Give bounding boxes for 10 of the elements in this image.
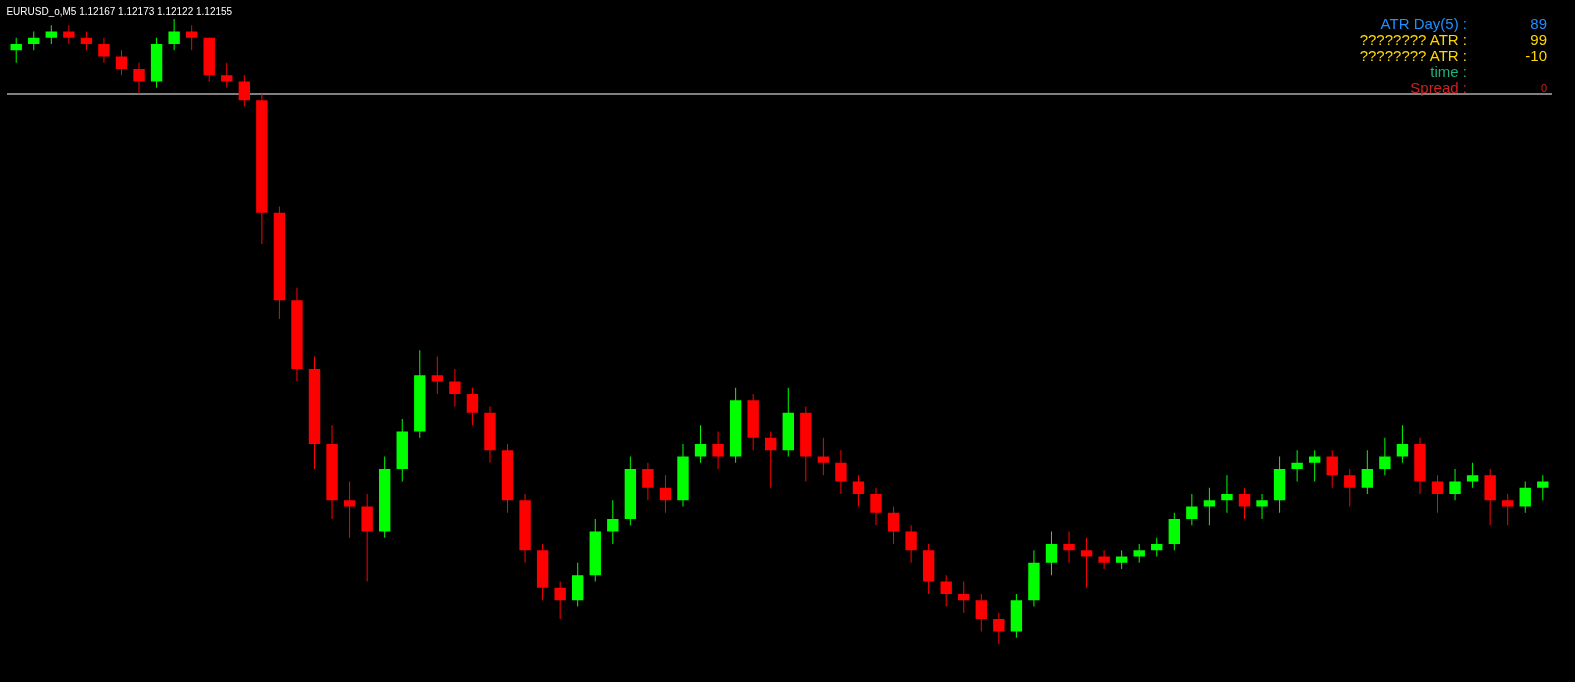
annotation: ATR Day(5) :: [1379, 15, 1467, 32]
annotation: ???????? ATR :: [1358, 31, 1467, 48]
chart-title: EURUSD_o,M5 1.12167 1.12173 1.12122 1.12155: [6, 5, 233, 17]
annotation: 89: [1529, 15, 1547, 32]
annotation: 99: [1529, 31, 1547, 48]
annotation: ???????? ATR :: [1358, 47, 1467, 64]
annotation: time :: [1429, 63, 1467, 80]
annotation: -10: [1524, 47, 1547, 64]
annotation: 0: [1539, 81, 1547, 96]
annotation: Spread :: [1409, 79, 1467, 96]
